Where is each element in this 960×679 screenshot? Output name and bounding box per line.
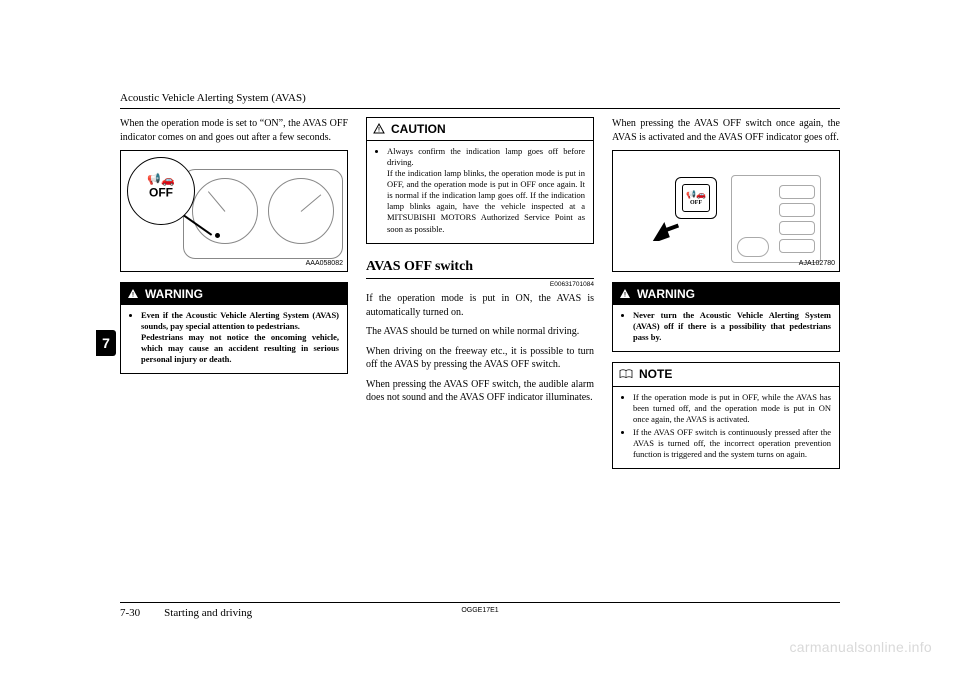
warning-title: ! WARNING <box>121 283 347 305</box>
page-number: 7-30 <box>120 607 140 619</box>
chapter-tab: 7 <box>96 330 116 356</box>
warning-title-text: WARNING <box>145 286 203 302</box>
needle <box>208 191 225 212</box>
section-title-avas-off-switch: AVAS OFF switch <box>366 258 594 280</box>
avas-off-switch-button: 📢🚗 OFF <box>675 177 717 219</box>
switch-car-icon: 📢🚗 <box>686 191 706 199</box>
arrow-icon <box>645 219 681 241</box>
caution-title-text: CAUTION <box>391 121 446 137</box>
note-book-icon <box>619 369 633 379</box>
note-body: If the operation mode is put in OFF, whi… <box>613 387 839 468</box>
warning-box-2: ! WARNING Never turn the Acoustic Vehicl… <box>612 282 840 352</box>
page-footer: 7-30 Starting and driving OGGE17E1 <box>120 602 840 619</box>
svg-text:!: ! <box>132 293 134 299</box>
note-item-2: If the AVAS OFF switch is continuously p… <box>633 427 831 460</box>
column-3: When pressing the AVAS OFF switch once a… <box>612 117 840 479</box>
figure-caption: AAA058082 <box>306 259 343 268</box>
avas-off-icon: 📢🚗 OFF <box>147 176 174 199</box>
doc-code: OGGE17E1 <box>461 607 498 614</box>
col2-p4: When pressing the AVAS OFF switch, the a… <box>366 378 594 405</box>
column-2: ! CAUTION Always confirm the indication … <box>366 117 594 479</box>
gauge-left <box>192 178 258 244</box>
figure-avas-switch: 📢🚗 OFF A <box>612 150 840 272</box>
svg-text:!: ! <box>378 128 380 134</box>
watermark: carmanualsonline.info <box>790 639 933 655</box>
caution-triangle-icon: ! <box>373 123 385 135</box>
warning-body: Even if the Acoustic Vehicle Alerting Sy… <box>121 305 347 373</box>
page-header: Acoustic Vehicle Alerting System (AVAS) <box>120 92 840 109</box>
needle <box>301 194 322 211</box>
chapter-name: Starting and driving <box>164 607 252 619</box>
column-1: When the operation mode is set to “ON”, … <box>120 117 348 479</box>
warning-item: Never turn the Acoustic Vehicle Alerting… <box>633 310 831 343</box>
warning-body: Never turn the Acoustic Vehicle Alerting… <box>613 305 839 351</box>
figure-avas-indicator: 📢🚗 OFF AAA058082 <box>120 150 348 272</box>
gauge-right <box>268 178 334 244</box>
page-content: Acoustic Vehicle Alerting System (AVAS) … <box>120 92 840 612</box>
note-item-1: If the operation mode is put in OFF, whi… <box>633 392 831 425</box>
caution-body: Always confirm the indication lamp goes … <box>367 141 593 242</box>
warning-triangle-icon: ! <box>619 288 631 300</box>
warning-item: Even if the Acoustic Vehicle Alerting Sy… <box>141 310 339 365</box>
section-code: E00631701084 <box>366 281 594 290</box>
dashboard-outline <box>183 169 343 259</box>
caution-title: ! CAUTION <box>367 118 593 141</box>
warning-title: ! WARNING <box>613 283 839 305</box>
col2-p1: If the operation mode is put in ON, the … <box>366 292 594 319</box>
column-container: When the operation mode is set to “ON”, … <box>120 117 840 479</box>
switch-panel: 📢🚗 OFF <box>621 159 831 263</box>
figure-caption: AJA102780 <box>799 259 835 268</box>
col1-intro: When the operation mode is set to “ON”, … <box>120 117 348 144</box>
warning-box-1: ! WARNING Even if the Acoustic Vehicle A… <box>120 282 348 374</box>
note-title: NOTE <box>613 363 839 386</box>
svg-text:!: ! <box>624 293 626 299</box>
note-title-text: NOTE <box>639 366 672 382</box>
dashboard-context-lines <box>731 175 821 263</box>
warning-title-text: WARNING <box>637 286 695 302</box>
col2-p3: When driving on the freeway etc., it is … <box>366 345 594 372</box>
col2-p2: The AVAS should be turned on while norma… <box>366 325 594 339</box>
caution-item: Always confirm the indication lamp goes … <box>387 146 585 234</box>
callout-dot <box>215 233 220 238</box>
switch-inner: 📢🚗 OFF <box>682 184 710 212</box>
warning-triangle-icon: ! <box>127 288 139 300</box>
off-label: OFF <box>147 187 174 199</box>
col3-intro: When pressing the AVAS OFF switch once a… <box>612 117 840 144</box>
callout-circle: 📢🚗 OFF <box>127 157 195 225</box>
note-box: NOTE If the operation mode is put in OFF… <box>612 362 840 468</box>
switch-off-label: OFF <box>690 200 702 206</box>
caution-box: ! CAUTION Always confirm the indication … <box>366 117 594 244</box>
